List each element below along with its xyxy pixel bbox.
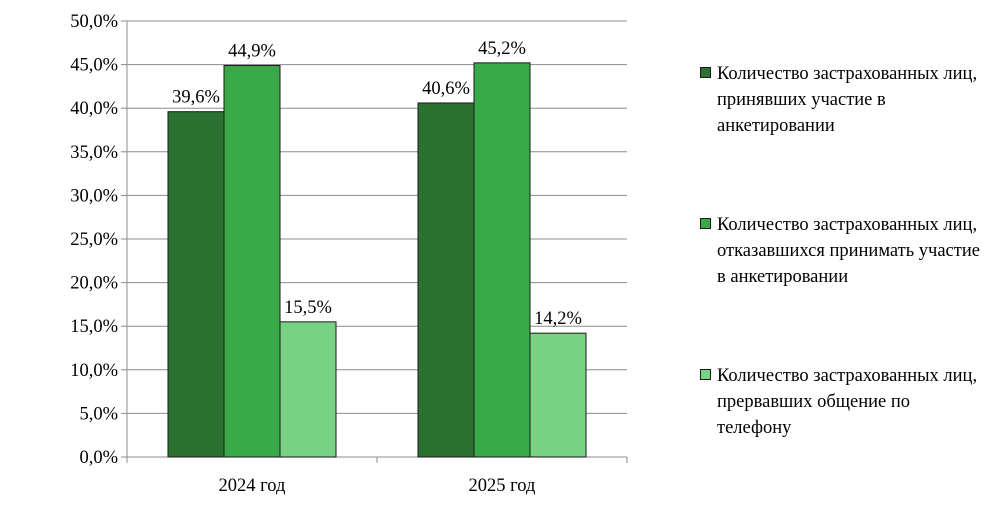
legend-label-refused: Количество застрахованных лиц, отказавши… <box>717 215 980 287</box>
data-label: 39,6% <box>172 88 220 108</box>
legend-swatch-participated <box>700 67 711 78</box>
data-label: 14,2% <box>534 309 582 329</box>
bar <box>167 111 225 458</box>
data-label: 44,9% <box>228 41 276 61</box>
legend-swatch-refused <box>700 218 711 229</box>
legend-label-hung-up: Количество застрахованных лиц, прервавши… <box>717 366 978 438</box>
y-tick-label: 35,0% <box>70 143 118 163</box>
bar <box>279 321 337 458</box>
data-label: 40,6% <box>422 79 470 99</box>
x-category-label: 2025 год <box>469 476 536 496</box>
legend-swatch-hung-up <box>700 369 711 380</box>
legend-label-participated: Количество застрахованных лиц, принявших… <box>717 64 978 136</box>
y-tick-label: 5,0% <box>79 404 118 424</box>
bar <box>473 62 531 458</box>
y-tick-label: 50,0% <box>70 12 118 32</box>
data-label: 15,5% <box>284 298 332 318</box>
y-tick-label: 45,0% <box>70 56 118 76</box>
y-tick-label: 40,0% <box>70 99 118 119</box>
bar <box>529 332 587 458</box>
y-tick-label: 30,0% <box>70 186 118 206</box>
y-tick-label: 10,0% <box>70 361 118 381</box>
x-category-label: 2024 год <box>219 476 286 496</box>
bar <box>417 102 475 458</box>
y-tick-label: 25,0% <box>70 230 118 250</box>
y-tick-label: 15,0% <box>70 317 118 337</box>
y-tick-label: 20,0% <box>70 274 118 294</box>
y-tick-label: 0,0% <box>79 448 118 468</box>
data-label: 45,2% <box>478 39 526 59</box>
bar <box>223 64 281 458</box>
